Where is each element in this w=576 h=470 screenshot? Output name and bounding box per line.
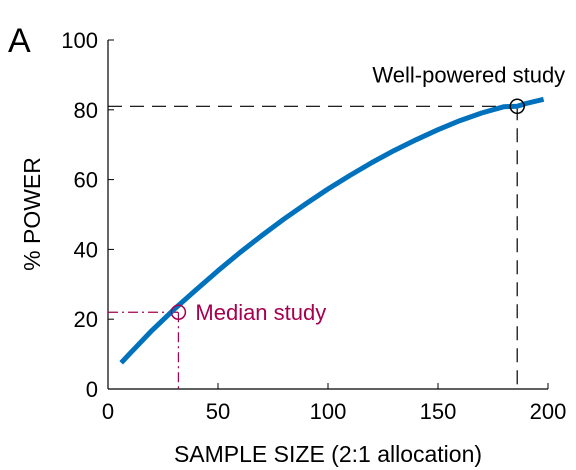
annotation-label: Median study (195, 300, 326, 325)
marker-layer: Median study Well-powered study (170, 62, 565, 325)
x-tick-label: 100 (310, 399, 347, 424)
x-tick-label: 50 (206, 399, 230, 424)
x-axis: 0 50 100 150 200 (102, 383, 566, 424)
y-tick-label: 60 (74, 168, 98, 193)
annotation-marker (509, 98, 525, 115)
y-axis-label: % POWER (19, 157, 45, 271)
x-tick-label: 200 (530, 399, 567, 424)
panel-letter: A (8, 22, 31, 60)
y-tick-label: 80 (74, 98, 98, 123)
y-tick-label: 0 (86, 377, 98, 402)
y-tick-label: 20 (74, 307, 98, 332)
x-tick-label: 0 (102, 399, 114, 424)
annotation-marker (170, 304, 187, 320)
y-tick-label: 100 (61, 28, 98, 53)
series-layer (119, 96, 545, 365)
y-ticks: 0 20 40 60 80 100 (61, 28, 114, 402)
x-tick-label: 150 (420, 399, 457, 424)
x-axis-label: SAMPLE SIZE (2:1 allocation) (174, 441, 482, 467)
y-axis: 0 20 40 60 80 100 (61, 28, 114, 402)
annotation-layer (108, 105, 518, 389)
x-ticks: 0 50 100 150 200 (102, 383, 566, 424)
power-curve (119, 96, 545, 365)
y-tick-label: 40 (74, 237, 98, 262)
annotation-label: Well-powered study (372, 62, 565, 87)
